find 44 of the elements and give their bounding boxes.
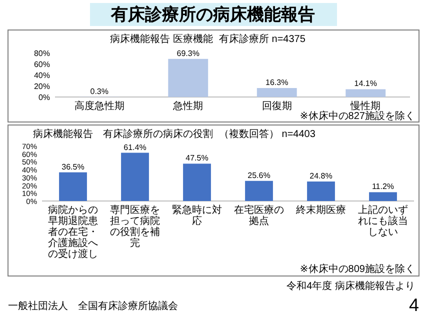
x-tick-label: 緊急時に対応 (172, 204, 222, 227)
text: ※休床中の809施設を除く (300, 263, 415, 275)
chart-subtitle: 有床診療所 n=4375 (219, 33, 306, 45)
bar (369, 192, 397, 201)
data-label: 24.8% (310, 172, 332, 181)
data-label: 14.1% (354, 79, 377, 88)
text: 一般社団法人 全国有床診療所協議会 (8, 300, 178, 312)
data-label: 11.2% (372, 182, 394, 192)
x-tick-label: 専門医療を担って病院の役割を補完 (110, 204, 160, 249)
y-tick-label: 40% (34, 71, 50, 80)
data-label: 36.5% (62, 162, 84, 172)
bar (168, 58, 208, 97)
data-label: 16.3% (266, 78, 288, 88)
text: 4 (408, 295, 419, 315)
x-tick-label: 上記のいずれにも該当しない (358, 204, 408, 238)
y-tick-label: 80% (34, 49, 50, 58)
bar (183, 164, 211, 201)
chart-title: 病床機能報告 医療機能 (110, 33, 213, 45)
bar (245, 180, 273, 201)
y-tick-label: 20% (34, 82, 50, 91)
chart-subtitle: （複数回答） n=4403 (219, 128, 316, 140)
y-tick-label: 60% (34, 60, 50, 69)
x-tick-label: 高度急性期 (74, 100, 124, 112)
data-label: 25.6% (248, 170, 270, 180)
data-label: 61.4% (124, 142, 146, 152)
text: ※休床中の827施設を除く (300, 110, 415, 122)
data-label: 47.5% (186, 154, 208, 163)
x-tick-label: 終末期医療 (295, 204, 346, 216)
bar (59, 172, 87, 201)
bar (346, 89, 386, 97)
x-tick-label: 病院からの早期退院患者の在宅・介護施設への受け渡し (48, 204, 98, 260)
bar (121, 152, 149, 201)
bar (256, 88, 297, 97)
y-tick-label: 0% (38, 93, 50, 102)
x-tick-label: 回復期 (262, 100, 292, 112)
data-label: 0.3% (90, 86, 108, 96)
bar (307, 182, 335, 201)
chart-title: 病床機能報告 有床診療所の病床の役割 (33, 128, 213, 140)
text: 有床診療所の病床機能報告 (110, 5, 315, 24)
data-label: 69.3% (176, 48, 200, 58)
x-tick-label: 在宅医療の拠点 (234, 204, 284, 227)
x-tick-label: 慢性期 (350, 100, 381, 112)
text: 令和4年度 病床機能報告より (286, 280, 415, 292)
x-tick-label: 急性期 (172, 100, 204, 112)
